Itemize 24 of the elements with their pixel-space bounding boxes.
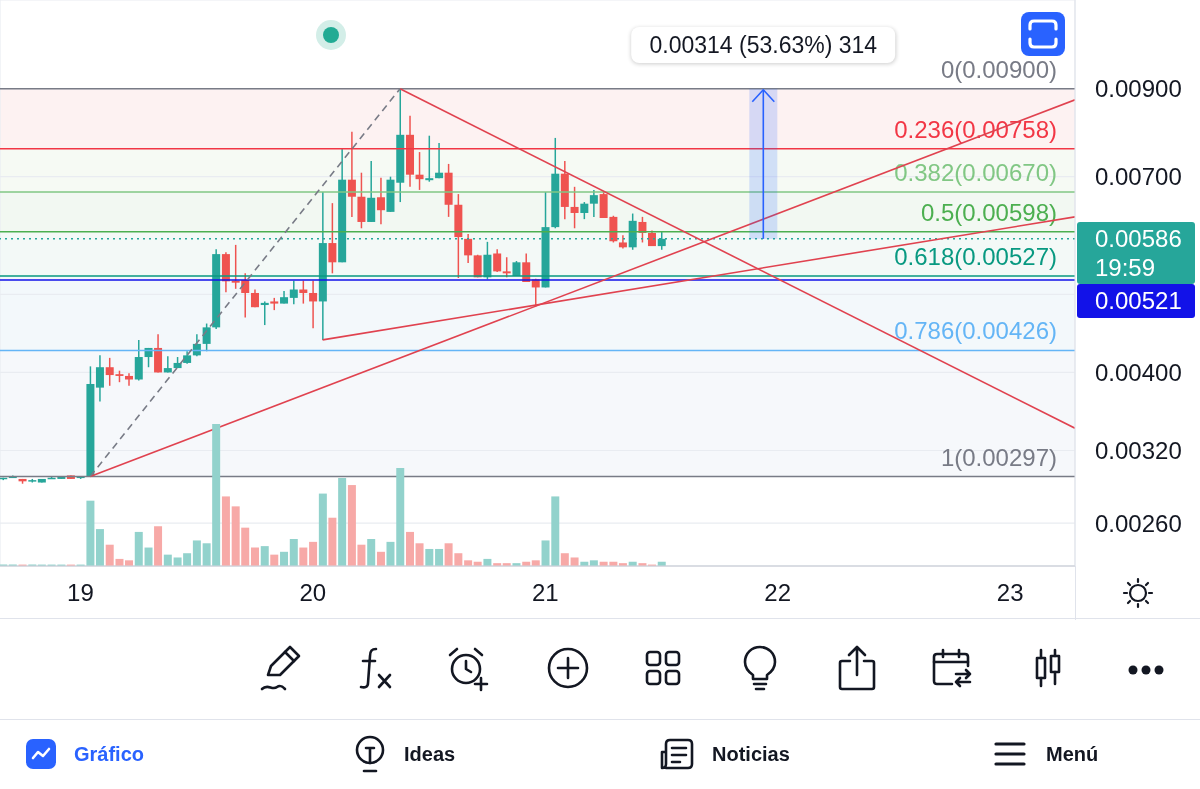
y-tick-label: 0.00900 <box>1095 75 1182 103</box>
ref-line-label: 0(0.00900) <box>940 55 1057 83</box>
ref-line-label: 0.5(0.00598) <box>920 198 1057 226</box>
text: Ideas <box>404 742 456 767</box>
ref-line-label: 1(0.00297) <box>940 443 1057 471</box>
x-tick-label: 23 <box>996 579 1024 607</box>
y-tick-label: 0.00700 <box>1095 163 1182 191</box>
ref-line-label: 0.618(0.00527) <box>894 242 1057 270</box>
ref-line-label: 0.00586 <box>1095 223 1182 254</box>
text: 19:59 <box>1095 253 1156 281</box>
y-tick-label: 0.00320 <box>1095 437 1182 464</box>
ref-line-label: 0.382(0.00670) <box>894 159 1057 186</box>
x-tick-label: 20 <box>299 579 327 607</box>
annotation: 0.00314 (53.63%) 314 <box>631 26 896 63</box>
text: Menú <box>1046 742 1099 767</box>
text: Gráfico <box>74 742 145 767</box>
x-tick-label: 19 <box>67 579 94 607</box>
ref-line-label: 0.00521 <box>1095 285 1182 316</box>
x-tick-label: 21 <box>531 579 559 607</box>
ref-line-label: 0.786(0.00426) <box>894 317 1057 345</box>
text: Noticias <box>712 742 790 767</box>
y-tick-label: 0.00400 <box>1095 358 1182 386</box>
x-tick-label: 22 <box>764 579 792 607</box>
y-tick-label: 0.00260 <box>1095 509 1182 537</box>
